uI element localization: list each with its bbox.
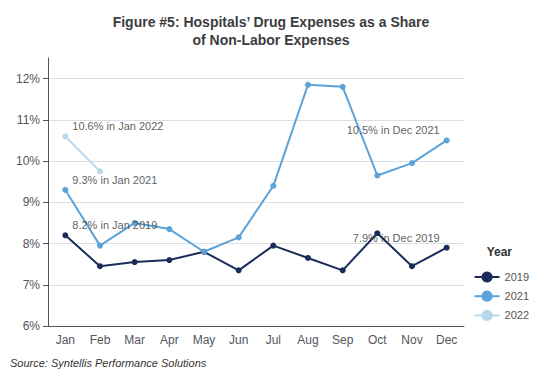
svg-text:Feb: Feb xyxy=(90,333,111,347)
svg-text:7%: 7% xyxy=(23,278,41,292)
svg-text:10.6% in Jan 2022: 10.6% in Jan 2022 xyxy=(72,120,163,132)
svg-text:Aug: Aug xyxy=(297,333,318,347)
svg-text:9%: 9% xyxy=(23,195,41,209)
svg-text:8.2% in Jan 2019: 8.2% in Jan 2019 xyxy=(72,219,157,231)
svg-text:2021: 2021 xyxy=(505,290,529,302)
svg-text:Nov: Nov xyxy=(401,333,422,347)
svg-text:Jul: Jul xyxy=(266,333,281,347)
svg-text:10.5% in Dec 2021: 10.5% in Dec 2021 xyxy=(347,124,440,136)
svg-text:Mar: Mar xyxy=(124,333,145,347)
svg-text:8%: 8% xyxy=(23,237,41,251)
svg-text:Year: Year xyxy=(487,245,513,259)
svg-text:Apr: Apr xyxy=(160,333,179,347)
svg-text:6%: 6% xyxy=(23,319,41,333)
svg-text:Sep: Sep xyxy=(332,333,354,347)
svg-text:12%: 12% xyxy=(16,72,40,86)
svg-text:11%: 11% xyxy=(17,113,40,127)
svg-text:Oct: Oct xyxy=(368,333,387,347)
svg-text:Jan: Jan xyxy=(56,333,75,347)
svg-text:Jun: Jun xyxy=(229,333,248,347)
svg-text:Source: Syntellis Performance: Source: Syntellis Performance Solutions xyxy=(10,357,207,369)
svg-text:9.3% in Jan 2021: 9.3% in Jan 2021 xyxy=(72,174,157,186)
svg-text:2019: 2019 xyxy=(505,271,529,283)
svg-text:May: May xyxy=(193,333,216,347)
svg-text:of Non-Labor Expenses: of Non-Labor Expenses xyxy=(192,32,349,48)
svg-text:Figure #5: Hospitals’ Drug Exp: Figure #5: Hospitals’ Drug Expenses as a… xyxy=(113,14,430,30)
svg-text:Dec: Dec xyxy=(436,333,457,347)
svg-text:10%: 10% xyxy=(16,154,40,168)
svg-text:2022: 2022 xyxy=(505,309,529,321)
svg-text:7.9% in Dec 2019: 7.9% in Dec 2019 xyxy=(353,232,440,244)
